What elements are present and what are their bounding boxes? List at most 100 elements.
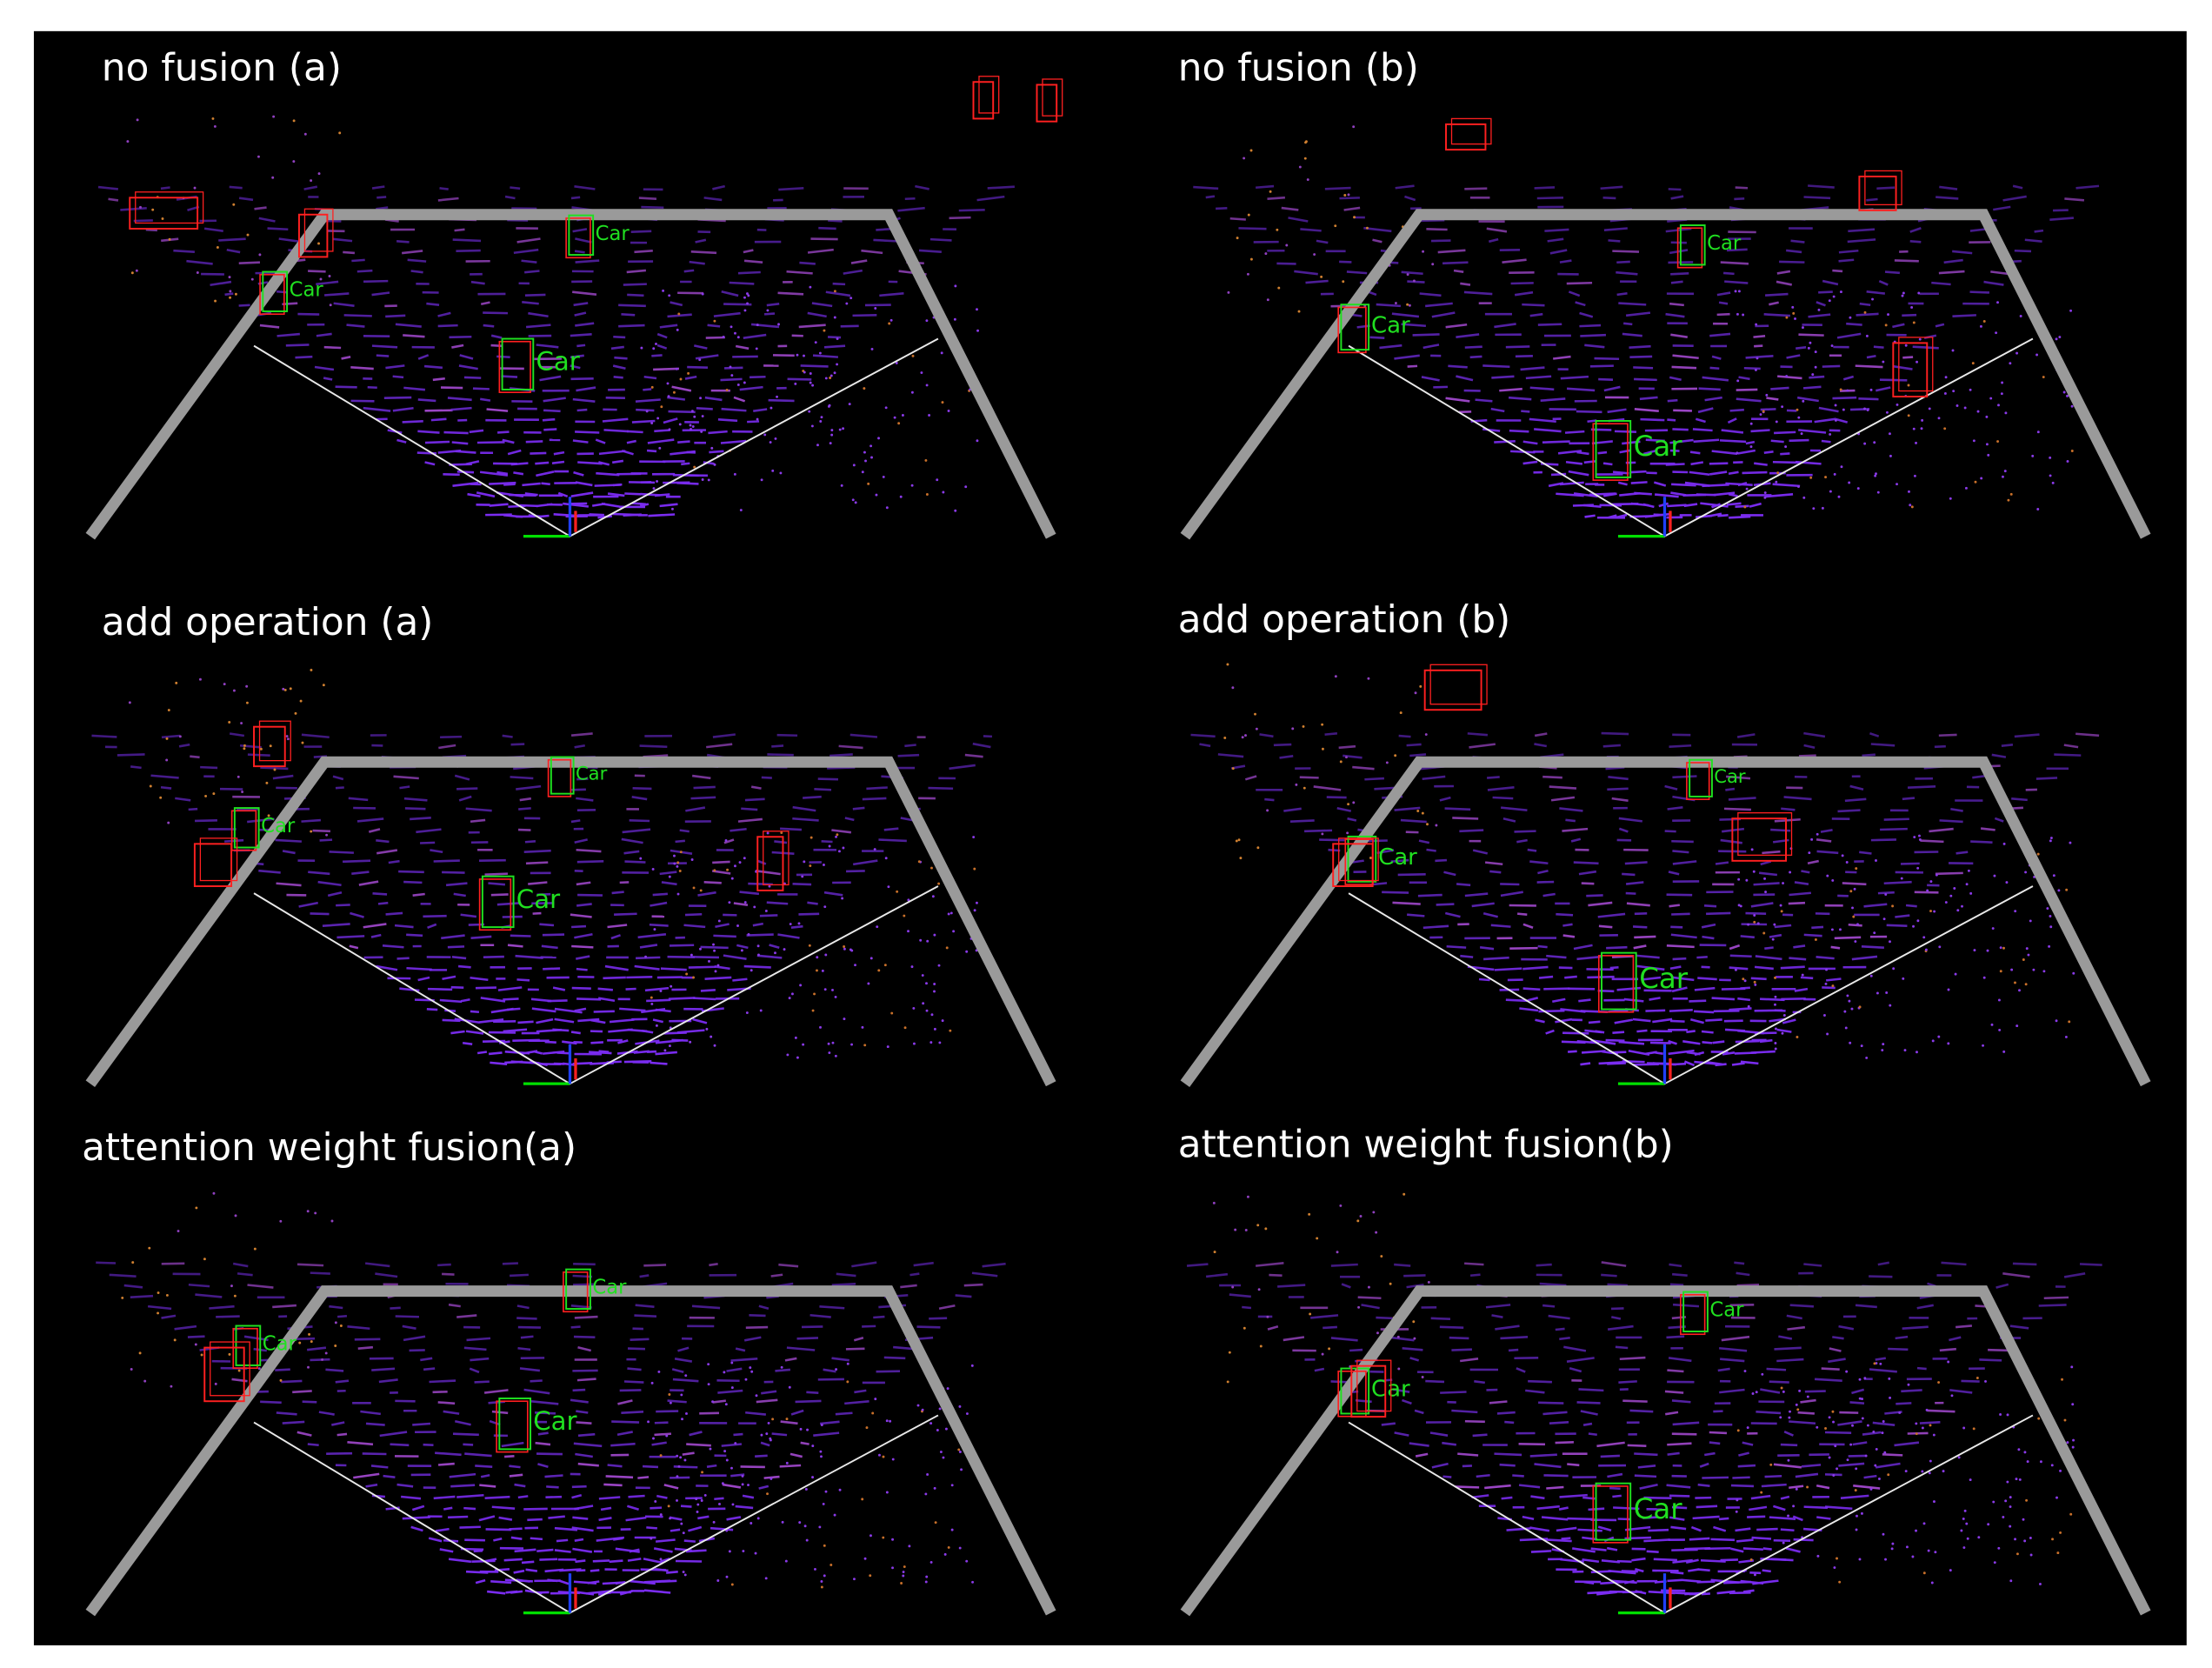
scan-line	[1626, 902, 1650, 907]
scan-line	[1564, 430, 1585, 434]
scan-line	[1529, 417, 1556, 424]
scan-line	[519, 797, 532, 802]
scan-line	[712, 860, 730, 864]
point	[1944, 376, 1948, 379]
scan-line	[761, 776, 772, 779]
scan-line	[963, 1283, 983, 1287]
scan-line	[777, 933, 800, 939]
scan-line	[1339, 260, 1352, 264]
point	[292, 119, 296, 123]
point	[810, 836, 813, 839]
point	[1802, 496, 1806, 499]
point	[811, 1009, 815, 1012]
scan-line	[1777, 375, 1802, 380]
point	[1851, 906, 1854, 910]
scan-line	[1756, 1527, 1778, 1531]
point	[1969, 891, 1973, 895]
point	[2039, 1583, 2042, 1585]
point	[1890, 1547, 1894, 1551]
scan-line	[604, 964, 629, 971]
point	[1756, 357, 1759, 360]
scan-line	[258, 869, 281, 874]
scan-line	[341, 356, 351, 360]
point	[798, 1521, 802, 1525]
point	[214, 1382, 217, 1385]
scan-line	[1573, 944, 1593, 951]
scan-line	[1875, 1357, 1887, 1361]
point	[743, 296, 746, 299]
scan-line	[1671, 986, 1688, 993]
point	[294, 711, 297, 715]
scan-line	[437, 1401, 456, 1405]
scan-line	[722, 1483, 742, 1489]
point	[1937, 1381, 1941, 1384]
point	[1801, 973, 1804, 977]
scan-line	[1456, 333, 1480, 338]
scan-line	[1444, 911, 1461, 918]
false-positive-box-back	[1898, 337, 1934, 392]
point	[2062, 390, 2066, 394]
point	[170, 1384, 173, 1388]
point	[1788, 1416, 1791, 1419]
point	[258, 253, 262, 257]
point	[1891, 1542, 1895, 1545]
scan-line	[752, 922, 764, 927]
scan-line	[2024, 238, 2042, 244]
scan-line	[1347, 817, 1357, 822]
point	[861, 1025, 864, 1029]
scan-line	[1762, 850, 1781, 855]
scan-line	[460, 997, 470, 1003]
scan-line	[247, 1284, 274, 1289]
scan-line	[310, 912, 330, 916]
scan-line	[371, 344, 398, 349]
scan-line	[424, 461, 436, 466]
point	[865, 1426, 869, 1430]
scan-line	[688, 965, 716, 969]
scan-line	[1796, 396, 1819, 403]
scan-line	[2002, 195, 2027, 202]
scan-line	[1586, 894, 1603, 897]
false-positive-box-back	[199, 837, 238, 882]
scan-line	[1460, 1358, 1479, 1363]
scan-line	[1431, 1462, 1449, 1469]
point	[1797, 416, 1801, 419]
scan-line	[576, 1421, 592, 1424]
scan-line	[1451, 1348, 1472, 1351]
scan-line	[1522, 923, 1534, 929]
point	[803, 354, 805, 357]
point	[2018, 989, 2021, 992]
point	[903, 1565, 906, 1568]
point	[321, 1358, 324, 1361]
scan-line	[1991, 753, 2007, 758]
scan-line	[913, 1261, 934, 1267]
point	[1966, 1537, 1969, 1540]
scan-line	[533, 1050, 543, 1055]
scan-line	[1500, 806, 1528, 812]
point	[1855, 1528, 1858, 1531]
point	[930, 866, 933, 870]
scan-line	[763, 1475, 780, 1479]
scan-line	[630, 230, 652, 234]
point	[786, 1053, 790, 1057]
point	[926, 1473, 929, 1476]
scan-line	[1457, 1452, 1479, 1457]
point	[2055, 337, 2058, 341]
scan-line	[1567, 1050, 1577, 1053]
scan-line	[904, 744, 916, 748]
ground-truth-box	[498, 340, 531, 393]
point	[1884, 324, 1888, 327]
scan-line	[595, 438, 606, 444]
point	[925, 493, 929, 496]
scan-line	[1665, 227, 1692, 233]
scan-line	[1783, 796, 1812, 801]
scan-line	[335, 786, 344, 790]
point	[213, 124, 217, 128]
scan-line	[1669, 376, 1682, 382]
scan-line	[1555, 1441, 1574, 1444]
point	[1999, 946, 2002, 950]
scan-line	[1402, 1347, 1423, 1351]
scan-line	[742, 1494, 755, 1499]
scan-line	[1472, 1433, 1488, 1438]
point	[1737, 877, 1741, 881]
scan-line	[659, 503, 678, 508]
